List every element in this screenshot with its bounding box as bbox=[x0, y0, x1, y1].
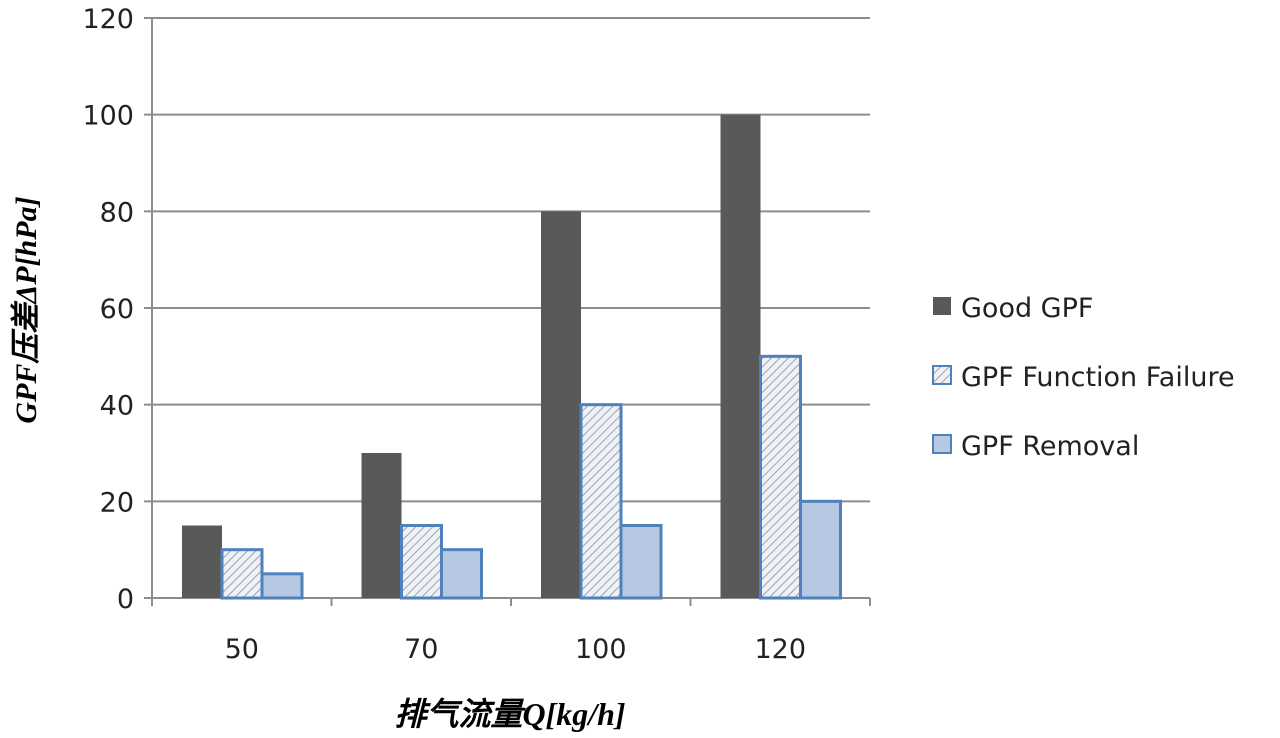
bar-gpf-removal bbox=[440, 548, 483, 600]
bar-good-gpf bbox=[361, 453, 402, 598]
y-axis-label: GPF压差ΔP[hPa] bbox=[10, 196, 43, 423]
bar-good-gpf bbox=[720, 114, 761, 599]
bar-good-gpf bbox=[541, 211, 581, 599]
y-tick-label: 40 bbox=[100, 391, 134, 422]
bar-gpf-removal bbox=[799, 499, 842, 600]
y-tick-label: 20 bbox=[100, 487, 134, 518]
bar-gpf-function-failure bbox=[579, 403, 623, 600]
bar-gpf-function-failure bbox=[759, 354, 802, 600]
x-tick-label: 70 bbox=[404, 634, 438, 665]
x-axis-label: 排气流量Q[kg/h] bbox=[394, 696, 625, 732]
y-tick-label: 120 bbox=[82, 4, 134, 35]
x-tick-label: 100 bbox=[575, 634, 627, 665]
x-tick-label: 120 bbox=[754, 634, 806, 665]
bar-gpf-function-failure bbox=[220, 548, 264, 600]
legend-swatch bbox=[932, 434, 952, 454]
legend-swatch bbox=[932, 365, 952, 385]
y-tick-label: 80 bbox=[100, 197, 134, 228]
legend-swatch bbox=[933, 297, 951, 315]
bar-gpf-removal bbox=[619, 524, 663, 600]
legend-label: GPF Removal bbox=[961, 431, 1139, 462]
y-tick-label: 60 bbox=[100, 294, 134, 325]
legend-label: Good GPF bbox=[961, 293, 1093, 324]
bar-gpf-function-failure bbox=[400, 524, 443, 600]
legend-label: GPF Function Failure bbox=[961, 362, 1235, 393]
x-tick-label: 50 bbox=[225, 634, 259, 665]
y-tick-label: 0 bbox=[117, 584, 134, 615]
y-tick-label: 100 bbox=[82, 101, 134, 132]
bar-gpf-removal bbox=[260, 572, 304, 600]
bar-good-gpf bbox=[182, 525, 222, 598]
